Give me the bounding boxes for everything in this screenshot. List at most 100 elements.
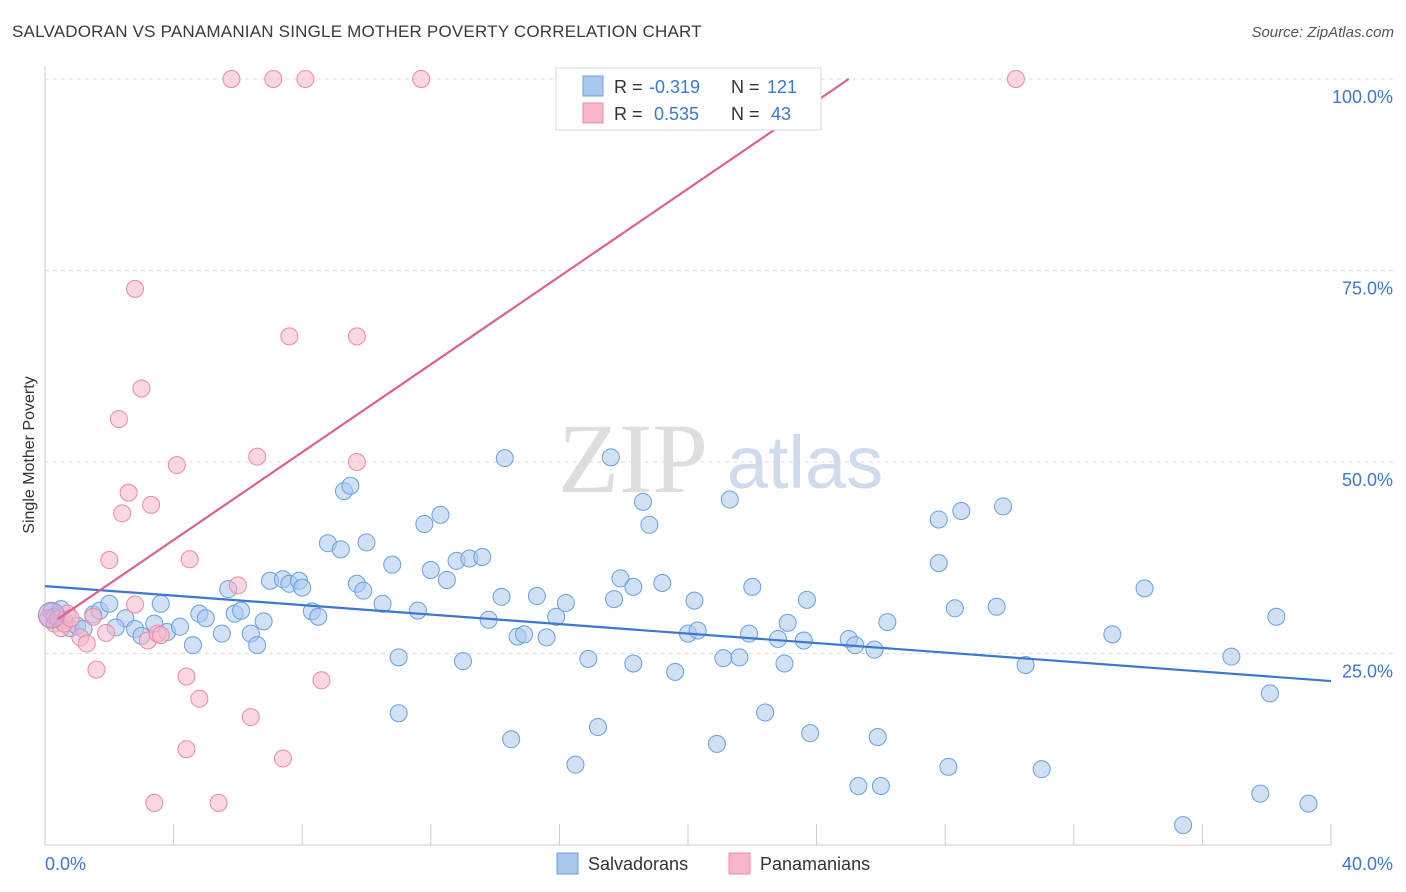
stats-r-label-2: R = <box>614 104 643 124</box>
salvadoran-point <box>495 449 514 468</box>
watermark-zip: ZIP <box>558 403 708 514</box>
stats-r-value-1: -0.319 <box>649 77 700 97</box>
salvadoran-point <box>293 578 312 597</box>
watermark-atlas: atlas <box>727 421 883 504</box>
salvadoran-point <box>688 621 707 640</box>
salvadoran-point <box>389 648 408 667</box>
panamanian-point <box>209 793 228 812</box>
panamanian-point <box>142 495 161 514</box>
salvadoran-point <box>775 654 794 673</box>
salvadoran-point <box>437 570 456 589</box>
gridlines <box>45 78 1393 654</box>
panamanian-point <box>77 634 96 653</box>
tick-labels: 25.0% 50.0% 75.0% 100.0% 0.0% 40.0% <box>45 87 1393 874</box>
panamanian-point <box>296 70 315 88</box>
salvadoran-point <box>196 609 215 628</box>
panamanian-point <box>119 483 138 502</box>
stats-legend-swatch-salvadorans <box>582 75 604 97</box>
salvadoran-point <box>865 640 884 659</box>
salvadoran-point <box>309 607 328 626</box>
y-tick-label: 25.0% <box>1342 662 1393 682</box>
salvadoran-point <box>878 613 897 632</box>
salvadoran-point <box>341 476 360 495</box>
salvadoran-point <box>601 448 620 467</box>
salvadoran-point <box>945 599 964 618</box>
salvadoran-point <box>1032 760 1051 779</box>
panamanian-point <box>190 689 209 708</box>
bottom-legend: Salvadorans Panamanians <box>556 852 870 875</box>
trend-lines <box>44 78 1332 683</box>
salvadoran-point <box>1135 579 1154 598</box>
panamanian-point <box>280 327 299 346</box>
salvadoran-point <box>453 652 472 671</box>
panamanian-point <box>151 626 170 645</box>
salvadoran-point <box>248 636 267 655</box>
salvadoran-point <box>383 555 402 574</box>
panamanian-point <box>132 379 151 398</box>
salvadoran-point <box>666 662 685 681</box>
panamanian-point <box>167 456 186 475</box>
salvadoran-point <box>171 617 190 636</box>
salvadoran-point <box>987 597 1006 616</box>
panamanian-point <box>87 660 106 679</box>
x-tick-label-max: 40.0% <box>1342 854 1393 874</box>
salvadoran-point <box>611 569 630 588</box>
salvadoran-point <box>100 594 119 613</box>
legend-label-salvadorans: Salvadorans <box>588 854 688 874</box>
salvadoran-point <box>1251 784 1270 803</box>
salvadoran-point <box>473 547 492 566</box>
panamanian-point <box>84 607 103 626</box>
panamanian-point <box>347 327 366 346</box>
salvadoran-point <box>579 649 598 668</box>
salvadoran-point <box>778 613 797 632</box>
chart-title: SALVADORAN VS PANAMANIAN SINGLE MOTHER P… <box>12 22 702 41</box>
salvadoran-point <box>357 533 376 552</box>
salvadoran-point <box>415 515 434 534</box>
panamanian-point <box>222 70 241 88</box>
salvadoran-point <box>797 590 816 609</box>
y-tick-label: 100.0% <box>1332 87 1393 107</box>
salvadoran-point <box>183 636 202 655</box>
salvadoran-point <box>431 505 450 524</box>
salvadoran-point <box>1016 655 1035 674</box>
salvadoran-point <box>707 734 726 753</box>
salvadoran-point <box>389 704 408 723</box>
panamanian-point <box>126 279 145 298</box>
salvadoran-point <box>640 515 659 534</box>
salvadoran-point <box>868 727 887 746</box>
salvadoran-point <box>756 703 775 722</box>
panamanian-point <box>264 70 283 88</box>
salvadoran-point <box>588 718 607 737</box>
source-label: Source: ZipAtlas.com <box>1251 24 1394 41</box>
salvadoran-point <box>794 631 813 650</box>
panamanian-point <box>145 793 164 812</box>
salvadoran-point <box>354 581 373 600</box>
legend-label-panamanians: Panamanians <box>760 854 870 874</box>
stats-legend-swatch-panamanians <box>582 102 604 124</box>
legend-swatch-salvadorans <box>556 852 579 875</box>
salvadoran-point <box>685 591 704 610</box>
x-tick-label-min: 0.0% <box>45 854 86 874</box>
salvadoran-point <box>743 577 762 596</box>
salvadoran-point <box>502 730 521 749</box>
salvadoran-point <box>331 540 350 559</box>
legend-swatch-panamanians <box>728 852 751 875</box>
salvadoran-point <box>605 590 624 609</box>
salvadoran-point <box>151 594 170 613</box>
panamanian-point <box>177 740 196 759</box>
salvadoran-point <box>232 601 251 620</box>
salvadoran-point <box>492 587 511 606</box>
salvadoran-point <box>633 492 652 511</box>
panamanian-point <box>347 453 366 471</box>
stats-r-value-2: 0.535 <box>654 104 699 124</box>
salvadoran-point <box>547 607 566 626</box>
salvadoran-point <box>929 510 948 529</box>
panamanian-point <box>180 550 199 569</box>
salvadoran-point <box>929 554 948 573</box>
salvadoran-point <box>1222 647 1241 666</box>
salvadoran-point <box>1299 794 1318 813</box>
panamanians-points <box>37 70 1025 812</box>
salvadoran-point <box>566 755 585 774</box>
salvadoran-point <box>515 625 534 644</box>
